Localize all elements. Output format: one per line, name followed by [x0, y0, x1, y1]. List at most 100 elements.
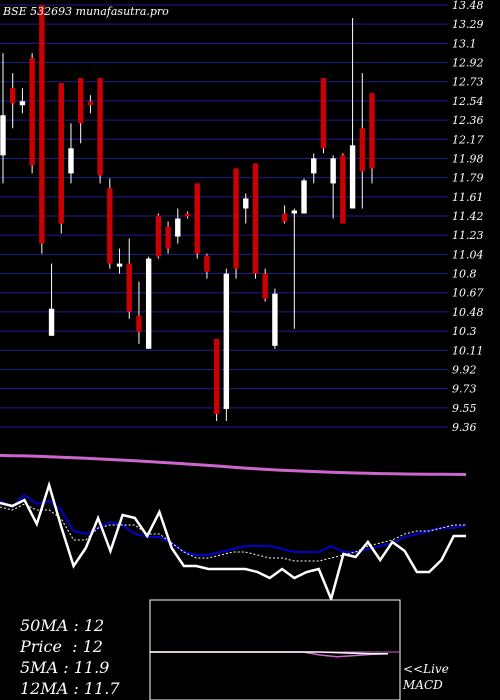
candle-body — [252, 163, 259, 274]
candle-body — [320, 78, 327, 149]
candle — [223, 268, 230, 421]
candle-body — [301, 180, 307, 214]
candle-body — [204, 255, 210, 272]
price-tick-label: 13.1 — [452, 37, 477, 50]
candle — [136, 281, 142, 344]
candle — [77, 78, 84, 144]
macd-label: MACD — [403, 678, 443, 692]
price-tick-label: 13.48 — [452, 0, 484, 12]
price-tick-label: 13.29 — [452, 18, 484, 31]
candle-body — [175, 218, 181, 237]
price-tick-label: 12.73 — [452, 76, 484, 89]
legend-item-12ma: 12MA : 11.7 — [20, 679, 120, 698]
candle-body — [213, 338, 220, 414]
candle-body — [243, 198, 249, 209]
candle-body — [262, 273, 268, 299]
candle — [87, 95, 94, 114]
candle-body — [330, 158, 336, 184]
price-tick-label: 10.11 — [452, 344, 484, 357]
candle — [252, 163, 259, 279]
candle — [19, 88, 26, 114]
macd-frame — [149, 599, 401, 700]
candle — [145, 256, 152, 349]
candle-body — [155, 215, 162, 257]
candle — [194, 183, 200, 259]
indicator-lines — [0, 480, 467, 603]
candle — [39, 5, 45, 254]
candle-body — [10, 88, 16, 104]
candle-body — [184, 213, 191, 217]
candle-body — [233, 168, 239, 269]
candle — [369, 93, 375, 184]
candle — [359, 73, 365, 209]
slow-ma-line — [0, 493, 467, 556]
candle — [204, 253, 210, 279]
candle — [243, 193, 249, 224]
price-tick-label: 12.54 — [452, 95, 484, 108]
candle — [10, 73, 16, 129]
chart-title: BSE 532693 munafasutra.pro — [2, 5, 169, 18]
legend-item-5ma: 5MA : 11.9 — [20, 658, 110, 677]
candle-body — [68, 148, 74, 174]
legend-item-50ma: 50MA : 12 — [20, 616, 105, 635]
price-tick-label: 11.79 — [452, 172, 484, 185]
price-tick-label: 11.04 — [452, 248, 484, 261]
candle — [349, 18, 356, 209]
candlesticks — [0, 5, 375, 421]
candle — [281, 205, 288, 224]
price-axis-labels: 13.48 13.29 13.1 12.92 12.73 12.54 12.36 12.17 1… — [452, 0, 484, 434]
macd-panel — [149, 599, 401, 700]
candle — [48, 263, 55, 336]
moving-average-band — [0, 453, 467, 476]
candle — [107, 178, 113, 269]
price-tick-label: 11.42 — [452, 210, 484, 223]
price-tick-label: 10.8 — [452, 268, 477, 281]
candle — [184, 211, 191, 219]
candle — [97, 78, 103, 184]
candle-body — [369, 93, 375, 169]
candle-body — [0, 115, 6, 156]
candle-body — [223, 273, 230, 409]
candle-body — [19, 101, 26, 106]
candle-body — [165, 226, 171, 249]
candle-body — [107, 188, 113, 264]
candle — [340, 153, 346, 224]
candle — [126, 238, 132, 319]
candle — [175, 208, 181, 244]
candle-body — [58, 83, 64, 224]
candle-body — [291, 210, 298, 214]
price-tick-label: 9.73 — [452, 383, 477, 396]
candle — [291, 208, 298, 329]
candle-body — [136, 315, 142, 332]
candle — [68, 123, 74, 184]
price-tick-label: 10.48 — [452, 306, 484, 319]
price-tick-label: 9.92 — [452, 363, 477, 376]
candle — [165, 221, 171, 254]
candle-body — [126, 263, 132, 312]
candle — [330, 155, 336, 219]
macd-signal-line — [150, 651, 388, 655]
candle-body — [340, 155, 346, 224]
live-label: <<Live — [403, 662, 449, 676]
price-tick-label: 11.23 — [452, 229, 484, 242]
price-tick-label: 11.98 — [452, 152, 484, 165]
candle — [262, 268, 268, 302]
price-tick-label: 10.3 — [452, 325, 477, 338]
price-tick-label: 9.55 — [452, 402, 477, 415]
candle-body — [145, 258, 152, 349]
price-indicator-line — [0, 480, 466, 603]
price-tick-label: 12.36 — [452, 114, 484, 127]
price-tick-label: 10.67 — [452, 287, 484, 300]
price-tick-label: 11.61 — [452, 191, 484, 204]
candle-body — [29, 58, 35, 166]
candle — [0, 53, 6, 184]
legend-item-price: Price : 12 — [20, 637, 103, 656]
candle — [29, 53, 35, 174]
candle-body — [272, 293, 278, 346]
candle — [116, 248, 123, 274]
candle-body — [281, 213, 288, 222]
candle — [58, 83, 64, 234]
candle — [301, 178, 307, 214]
candle — [311, 153, 317, 184]
